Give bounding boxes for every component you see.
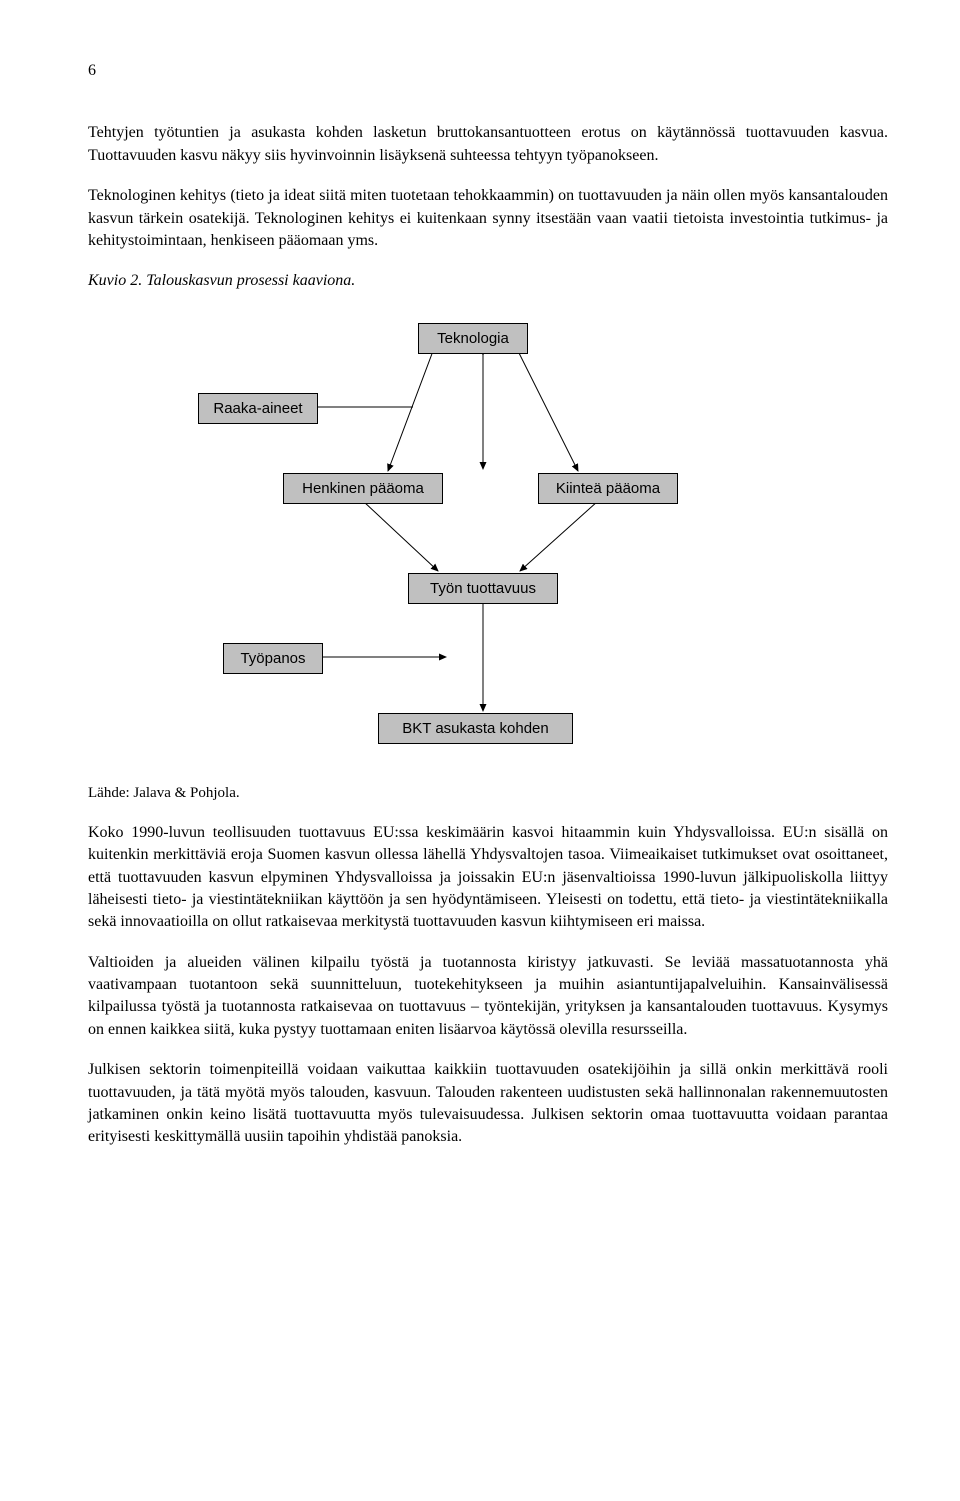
page-number: 6 [88, 60, 888, 82]
paragraph-1: Tehtyjen työtuntien ja asukasta kohden l… [88, 122, 888, 167]
node-teknologia: Teknologia [418, 323, 528, 354]
flowchart-connectors [88, 323, 888, 763]
paragraph-4: Valtioiden ja alueiden välinen kilpailu … [88, 952, 888, 1042]
figure-caption: Kuvio 2. Talouskasvun prosessi kaaviona. [88, 270, 888, 292]
paragraph-2: Teknologinen kehitys (tieto ja ideat sii… [88, 185, 888, 252]
figure-source: Lähde: Jalava & Pohjola. [88, 783, 888, 804]
paragraph-3: Koko 1990-luvun teollisuuden tuottavuus … [88, 822, 888, 934]
flowchart-diagram: Teknologia Raaka-aineet Henkinen pääoma … [88, 323, 888, 763]
node-raakaaineet: Raaka-aineet [198, 393, 318, 424]
node-tyopanos: Työpanos [223, 643, 323, 674]
node-tyon-tuottavuus: Työn tuottavuus [408, 573, 558, 604]
node-henkinen-paaoma: Henkinen pääoma [283, 473, 443, 504]
node-bkt: BKT asukasta kohden [378, 713, 573, 744]
node-kiintea-paaoma: Kiinteä pääoma [538, 473, 678, 504]
paragraph-5: Julkisen sektorin toimenpiteillä voidaan… [88, 1059, 888, 1149]
